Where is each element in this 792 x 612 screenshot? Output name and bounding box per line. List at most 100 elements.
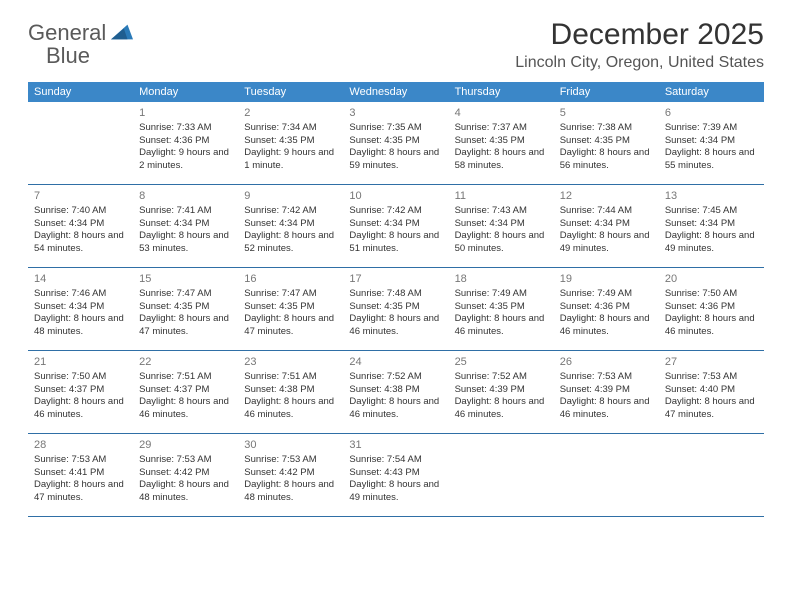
sunrise-text: Sunrise: 7:52 AM [349,371,442,384]
day-number: 21 [34,355,127,370]
sunrise-text: Sunrise: 7:54 AM [349,454,442,467]
sunset-text: Sunset: 4:35 PM [244,301,337,314]
sunset-text: Sunset: 4:37 PM [139,384,232,397]
day-cell: 23Sunrise: 7:51 AMSunset: 4:38 PMDayligh… [238,351,343,433]
sunrise-text: Sunrise: 7:47 AM [139,288,232,301]
daylight-text: Daylight: 8 hours and 51 minutes. [349,230,442,256]
header: General Blue December 2025 Lincoln City,… [28,18,764,72]
weekday-header: Monday [133,82,238,102]
daylight-text: Daylight: 8 hours and 46 minutes. [349,396,442,422]
daylight-text: Daylight: 8 hours and 48 minutes. [244,479,337,505]
day-number: 17 [349,272,442,287]
sunrise-text: Sunrise: 7:44 AM [560,205,653,218]
sunset-text: Sunset: 4:34 PM [455,218,548,231]
sunrise-text: Sunrise: 7:40 AM [34,205,127,218]
day-number: 24 [349,355,442,370]
sunset-text: Sunset: 4:34 PM [139,218,232,231]
day-number: 30 [244,438,337,453]
day-number: 2 [244,106,337,121]
sunset-text: Sunset: 4:41 PM [34,467,127,480]
daylight-text: Daylight: 8 hours and 46 minutes. [455,396,548,422]
day-cell: 8Sunrise: 7:41 AMSunset: 4:34 PMDaylight… [133,185,238,267]
day-number: 9 [244,189,337,204]
day-cell: 9Sunrise: 7:42 AMSunset: 4:34 PMDaylight… [238,185,343,267]
sunrise-text: Sunrise: 7:47 AM [244,288,337,301]
daylight-text: Daylight: 8 hours and 48 minutes. [34,313,127,339]
sunset-text: Sunset: 4:43 PM [349,467,442,480]
daylight-text: Daylight: 8 hours and 46 minutes. [560,396,653,422]
daylight-text: Daylight: 8 hours and 49 minutes. [665,230,758,256]
day-number: 29 [139,438,232,453]
sunrise-text: Sunrise: 7:48 AM [349,288,442,301]
weekday-header-row: SundayMondayTuesdayWednesdayThursdayFrid… [28,82,764,102]
daylight-text: Daylight: 8 hours and 47 minutes. [34,479,127,505]
page-title: December 2025 [515,18,764,52]
day-number: 13 [665,189,758,204]
sunrise-text: Sunrise: 7:53 AM [34,454,127,467]
day-cell: 5Sunrise: 7:38 AMSunset: 4:35 PMDaylight… [554,102,659,184]
day-cell: 28Sunrise: 7:53 AMSunset: 4:41 PMDayligh… [28,434,133,516]
sunset-text: Sunset: 4:39 PM [455,384,548,397]
sunrise-text: Sunrise: 7:53 AM [560,371,653,384]
daylight-text: Daylight: 8 hours and 55 minutes. [665,147,758,173]
sunrise-text: Sunrise: 7:43 AM [455,205,548,218]
day-number: 14 [34,272,127,287]
day-cell: 22Sunrise: 7:51 AMSunset: 4:37 PMDayligh… [133,351,238,433]
sunrise-text: Sunrise: 7:50 AM [665,288,758,301]
sunset-text: Sunset: 4:36 PM [665,301,758,314]
sunset-text: Sunset: 4:35 PM [560,135,653,148]
day-number: 10 [349,189,442,204]
title-block: December 2025 Lincoln City, Oregon, Unit… [515,18,764,72]
day-cell: 16Sunrise: 7:47 AMSunset: 4:35 PMDayligh… [238,268,343,350]
day-cell: 21Sunrise: 7:50 AMSunset: 4:37 PMDayligh… [28,351,133,433]
day-cell: 14Sunrise: 7:46 AMSunset: 4:34 PMDayligh… [28,268,133,350]
day-cell [28,102,133,184]
day-cell: 11Sunrise: 7:43 AMSunset: 4:34 PMDayligh… [449,185,554,267]
sunset-text: Sunset: 4:38 PM [349,384,442,397]
daylight-text: Daylight: 8 hours and 46 minutes. [665,313,758,339]
sunset-text: Sunset: 4:34 PM [34,218,127,231]
sunset-text: Sunset: 4:34 PM [349,218,442,231]
day-cell: 17Sunrise: 7:48 AMSunset: 4:35 PMDayligh… [343,268,448,350]
day-cell: 20Sunrise: 7:50 AMSunset: 4:36 PMDayligh… [659,268,764,350]
sunset-text: Sunset: 4:35 PM [349,135,442,148]
day-cell: 29Sunrise: 7:53 AMSunset: 4:42 PMDayligh… [133,434,238,516]
sunrise-text: Sunrise: 7:42 AM [244,205,337,218]
day-cell [659,434,764,516]
day-cell: 19Sunrise: 7:49 AMSunset: 4:36 PMDayligh… [554,268,659,350]
calendar: SundayMondayTuesdayWednesdayThursdayFrid… [28,82,764,517]
sunrise-text: Sunrise: 7:39 AM [665,122,758,135]
daylight-text: Daylight: 8 hours and 50 minutes. [455,230,548,256]
sunrise-text: Sunrise: 7:49 AM [560,288,653,301]
day-number: 23 [244,355,337,370]
day-cell: 18Sunrise: 7:49 AMSunset: 4:35 PMDayligh… [449,268,554,350]
sunset-text: Sunset: 4:39 PM [560,384,653,397]
daylight-text: Daylight: 8 hours and 46 minutes. [455,313,548,339]
daylight-text: Daylight: 8 hours and 47 minutes. [139,313,232,339]
week-row: 1Sunrise: 7:33 AMSunset: 4:36 PMDaylight… [28,102,764,185]
day-number: 22 [139,355,232,370]
logo: General Blue [28,22,133,68]
sunset-text: Sunset: 4:34 PM [560,218,653,231]
daylight-text: Daylight: 8 hours and 49 minutes. [349,479,442,505]
day-cell: 6Sunrise: 7:39 AMSunset: 4:34 PMDaylight… [659,102,764,184]
day-cell: 2Sunrise: 7:34 AMSunset: 4:35 PMDaylight… [238,102,343,184]
weekday-header: Thursday [449,82,554,102]
sunrise-text: Sunrise: 7:53 AM [244,454,337,467]
day-number: 25 [455,355,548,370]
sunset-text: Sunset: 4:42 PM [244,467,337,480]
sunrise-text: Sunrise: 7:45 AM [665,205,758,218]
day-cell: 30Sunrise: 7:53 AMSunset: 4:42 PMDayligh… [238,434,343,516]
location-subtitle: Lincoln City, Oregon, United States [515,54,764,72]
sunset-text: Sunset: 4:42 PM [139,467,232,480]
weekday-header: Friday [554,82,659,102]
sunrise-text: Sunrise: 7:51 AM [244,371,337,384]
day-number: 5 [560,106,653,121]
daylight-text: Daylight: 8 hours and 52 minutes. [244,230,337,256]
day-cell: 4Sunrise: 7:37 AMSunset: 4:35 PMDaylight… [449,102,554,184]
day-cell: 31Sunrise: 7:54 AMSunset: 4:43 PMDayligh… [343,434,448,516]
day-number: 19 [560,272,653,287]
daylight-text: Daylight: 9 hours and 1 minute. [244,147,337,173]
daylight-text: Daylight: 8 hours and 54 minutes. [34,230,127,256]
sunset-text: Sunset: 4:35 PM [139,301,232,314]
